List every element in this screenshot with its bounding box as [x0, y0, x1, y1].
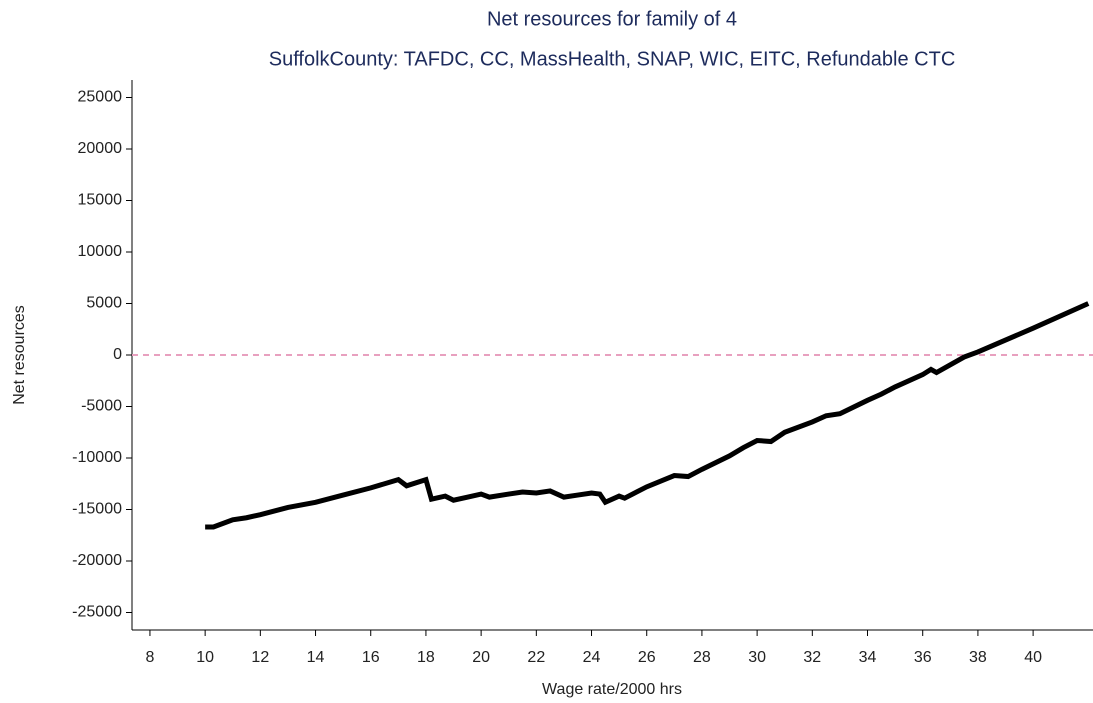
- y-tick-label: -25000: [72, 604, 122, 621]
- y-tick-label: -5000: [81, 398, 122, 415]
- y-tick-label: -10000: [72, 449, 122, 466]
- y-tick-label: 25000: [78, 89, 123, 106]
- chart-title: Net resources for family of 4: [487, 8, 737, 30]
- x-tick-label: 34: [859, 649, 877, 666]
- x-tick-label: 38: [969, 649, 987, 666]
- x-tick-label: 24: [583, 649, 601, 666]
- y-tick-label: 0: [113, 346, 122, 363]
- x-axis-label: Wage rate/2000 hrs: [542, 681, 682, 698]
- y-tick-label: 5000: [86, 295, 122, 312]
- x-tick-label: 16: [362, 649, 380, 666]
- x-tick-label: 30: [748, 649, 766, 666]
- x-tick-label: 32: [803, 649, 821, 666]
- x-tick-label: 14: [307, 649, 325, 666]
- x-tick-label: 40: [1024, 649, 1042, 666]
- x-tick-label: 10: [196, 649, 214, 666]
- y-tick-label: -20000: [72, 552, 122, 569]
- data-line: [205, 301, 1090, 530]
- x-tick-label: 28: [693, 649, 711, 666]
- y-tick-label: 20000: [78, 140, 123, 157]
- x-tick-label: 12: [251, 649, 269, 666]
- y-axis-label: Net resources: [11, 305, 28, 405]
- y-tick-label: 15000: [78, 192, 123, 209]
- chart-subtitle: SuffolkCounty: TAFDC, CC, MassHealth, SN…: [269, 48, 956, 70]
- x-tick-label: 18: [417, 649, 435, 666]
- x-tick-label: 36: [914, 649, 932, 666]
- x-tick-label: 8: [145, 649, 154, 666]
- y-tick-label: 10000: [78, 243, 123, 260]
- x-tick-label: 20: [472, 649, 490, 666]
- y-tick-label: -15000: [72, 501, 122, 518]
- x-tick-label: 22: [527, 649, 545, 666]
- x-tick-label: 26: [638, 649, 656, 666]
